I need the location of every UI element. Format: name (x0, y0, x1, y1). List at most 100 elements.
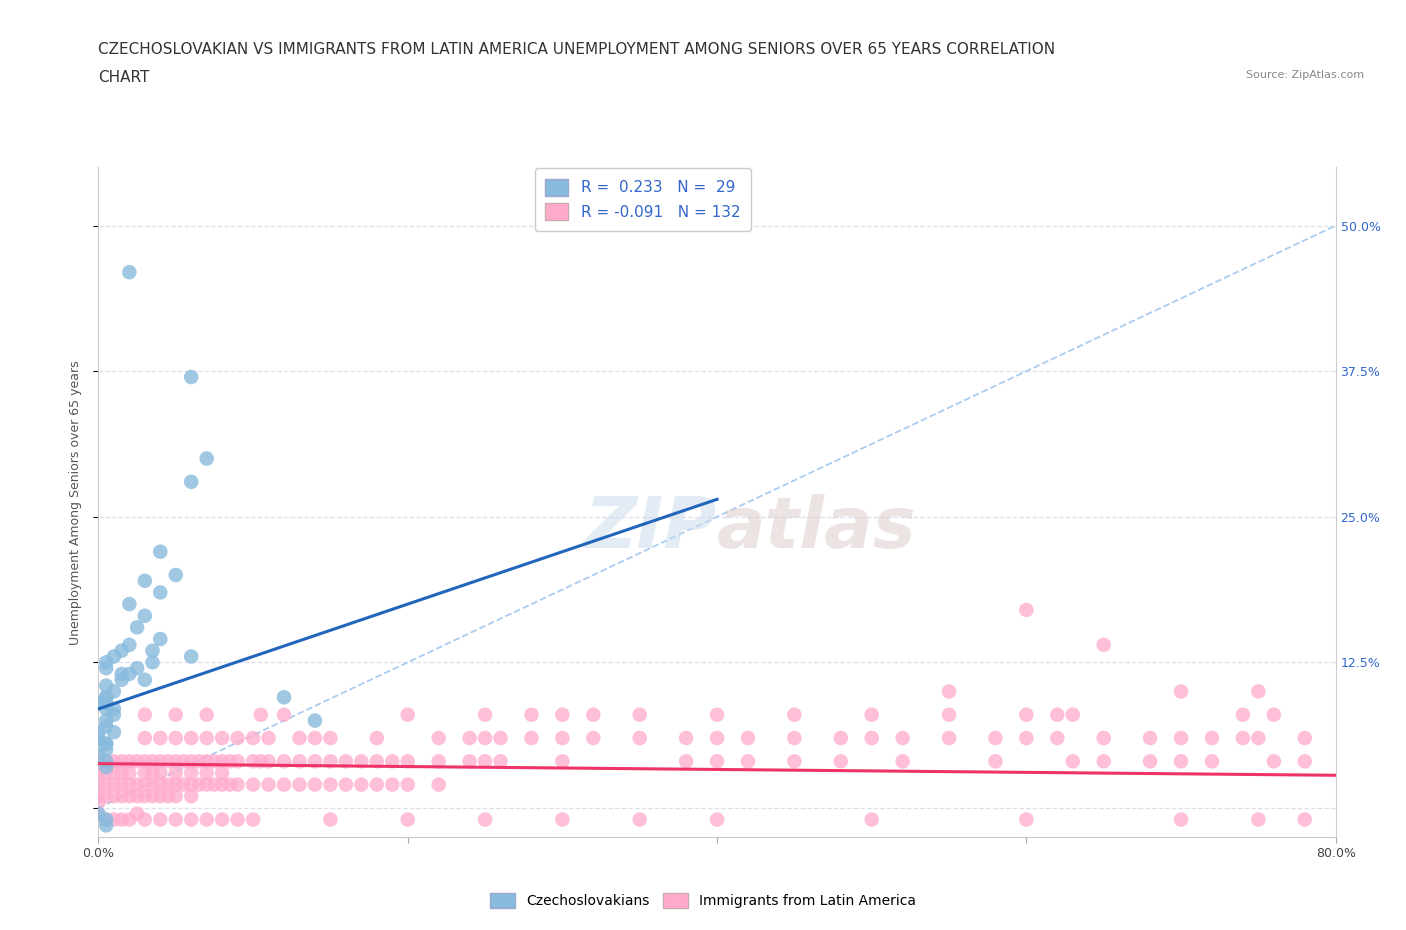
Point (134, 812, 156, 827)
Point (458, 731, 481, 746)
Point (288, 777, 311, 792)
Point (304, 731, 326, 746)
Point (134, 574, 156, 589)
Point (96, 655, 118, 670)
Point (551, 754, 574, 769)
Point (165, 789, 187, 804)
Point (165, 765, 187, 780)
Point (737, 731, 759, 746)
Point (118, 789, 141, 804)
Point (87, 789, 110, 804)
Point (195, 754, 218, 769)
Point (520, 731, 543, 746)
Point (273, 777, 295, 792)
Point (149, 812, 172, 827)
Point (111, 672, 134, 687)
Point (142, 644, 165, 658)
Point (551, 812, 574, 827)
Y-axis label: Unemployment Among Seniors over 65 years: Unemployment Among Seniors over 65 years (69, 360, 82, 644)
Point (474, 754, 496, 769)
Point (350, 777, 373, 792)
Point (582, 708, 605, 723)
Point (226, 812, 249, 827)
Point (180, 789, 202, 804)
Point (1046, 708, 1069, 723)
Point (257, 731, 280, 746)
Point (96, 760, 118, 775)
Point (204, 777, 226, 792)
Point (984, 754, 1007, 769)
Point (489, 754, 512, 769)
Point (211, 754, 233, 769)
Point (675, 731, 697, 746)
Point (1015, 812, 1038, 827)
Point (1139, 731, 1161, 746)
Point (127, 777, 149, 792)
Point (96, 754, 118, 769)
Point (1170, 754, 1192, 769)
Point (706, 708, 728, 723)
Point (165, 731, 187, 746)
Point (381, 754, 404, 769)
Point (474, 812, 496, 827)
Point (157, 789, 180, 804)
Point (142, 655, 165, 670)
Point (149, 631, 172, 646)
Point (1294, 731, 1316, 746)
Point (103, 812, 125, 827)
Point (96, 690, 118, 705)
Point (984, 731, 1007, 746)
Point (134, 777, 156, 792)
Point (157, 754, 180, 769)
Point (1247, 684, 1270, 698)
Point (96, 812, 118, 827)
Point (103, 708, 125, 723)
Point (96, 690, 118, 705)
Text: CZECHOSLOVAKIAN VS IMMIGRANTS FROM LATIN AMERICA UNEMPLOYMENT AMONG SENIORS OVER: CZECHOSLOVAKIAN VS IMMIGRANTS FROM LATIN… (98, 42, 1056, 57)
Point (103, 701, 125, 716)
Point (250, 754, 273, 769)
Point (96, 765, 118, 780)
Point (103, 649, 125, 664)
Legend: R =  0.233   N =  29, R = -0.091   N = 132: R = 0.233 N = 29, R = -0.091 N = 132 (534, 168, 751, 231)
Point (489, 731, 512, 746)
Point (551, 731, 574, 746)
Point (96, 719, 118, 734)
Point (149, 754, 172, 769)
Point (551, 708, 574, 723)
Point (350, 754, 373, 769)
Point (173, 754, 195, 769)
Point (628, 812, 651, 827)
Point (319, 812, 342, 827)
Point (127, 620, 149, 635)
Point (111, 754, 134, 769)
Point (127, 754, 149, 769)
Point (1247, 731, 1270, 746)
Point (96, 812, 118, 827)
Point (134, 608, 156, 623)
Point (335, 754, 357, 769)
Point (149, 585, 172, 600)
Point (366, 731, 388, 746)
Text: Source: ZipAtlas.com: Source: ZipAtlas.com (1246, 70, 1364, 80)
Point (458, 754, 481, 769)
Point (706, 812, 728, 827)
Point (319, 731, 342, 746)
Point (96, 737, 118, 751)
Point (142, 765, 165, 780)
Point (1263, 708, 1285, 723)
Point (96, 754, 118, 769)
Point (226, 777, 249, 792)
Point (96, 713, 118, 728)
Point (118, 754, 141, 769)
Point (219, 777, 242, 792)
Point (111, 777, 134, 792)
Point (173, 777, 195, 792)
Point (1294, 812, 1316, 827)
Point (242, 754, 264, 769)
Point (628, 708, 651, 723)
Point (273, 708, 295, 723)
Point (860, 708, 883, 723)
Point (96, 660, 118, 675)
Point (103, 777, 125, 792)
